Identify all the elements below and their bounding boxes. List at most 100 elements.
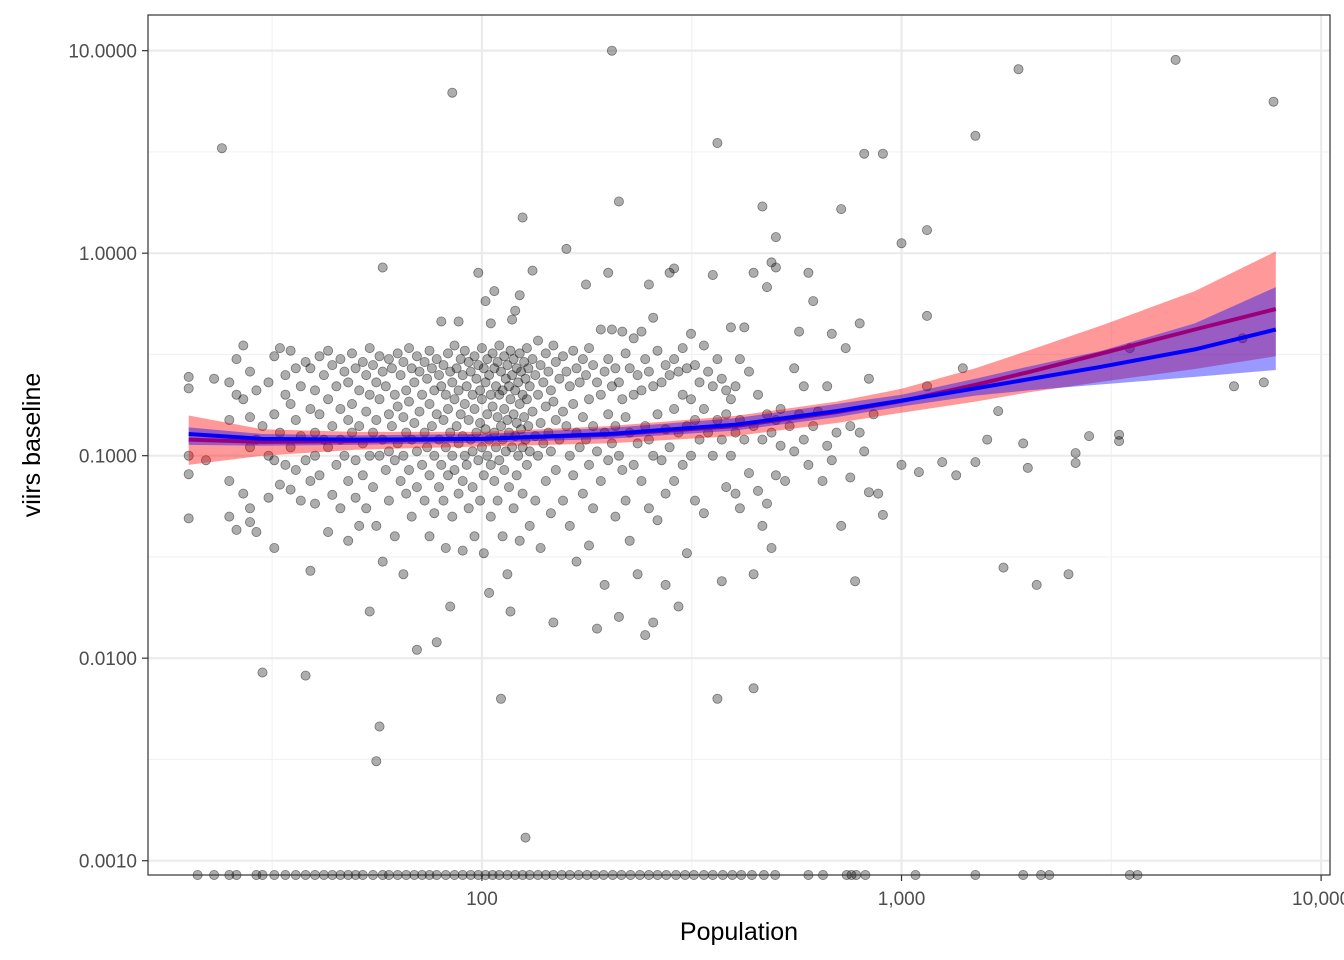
data-point <box>595 475 606 486</box>
data-point <box>564 381 575 392</box>
data-point <box>183 513 194 524</box>
data-point <box>770 232 781 243</box>
data-point <box>482 354 493 365</box>
data-point <box>507 370 518 381</box>
data-point <box>339 366 350 377</box>
data-point <box>318 370 329 381</box>
panel-border <box>147 14 1331 876</box>
data-point <box>463 356 474 367</box>
data-point <box>517 488 528 499</box>
data-point <box>1070 448 1081 459</box>
data-point <box>690 495 701 506</box>
data-point <box>561 243 572 254</box>
data-point <box>564 520 575 531</box>
data-point <box>305 403 316 414</box>
data-point <box>445 601 456 612</box>
data-point <box>789 363 800 374</box>
data-point <box>476 442 487 453</box>
data-point <box>343 414 354 425</box>
data-point <box>513 450 524 461</box>
data-point <box>290 464 301 475</box>
data-point <box>380 381 391 392</box>
data-point <box>533 389 544 400</box>
data-point <box>295 381 306 392</box>
data-point <box>652 515 663 526</box>
data-point <box>300 356 311 367</box>
data-point <box>231 389 242 400</box>
x-tick-label: 10,000 <box>1292 889 1344 910</box>
data-point <box>510 385 521 396</box>
data-point <box>545 385 556 396</box>
data-point <box>280 389 291 400</box>
data-point <box>469 531 480 542</box>
data-point <box>411 446 422 457</box>
data-point <box>993 406 1004 417</box>
y-tick-label: 0.1000 <box>79 447 137 468</box>
data-point <box>392 348 403 359</box>
data-point <box>354 385 365 396</box>
data-point <box>331 459 342 470</box>
data-point <box>998 562 1009 573</box>
data-point <box>617 326 628 337</box>
data-point <box>238 340 249 351</box>
data-point <box>516 424 527 435</box>
data-point <box>757 520 768 531</box>
data-point <box>577 412 588 423</box>
data-point <box>913 467 924 478</box>
data-point <box>295 495 306 506</box>
data-point <box>485 511 496 522</box>
data-point <box>690 360 701 371</box>
data-point <box>648 617 659 628</box>
data-point <box>620 495 631 506</box>
data-point <box>543 366 554 377</box>
data-point <box>309 498 320 509</box>
data-point <box>403 343 414 354</box>
data-point <box>694 434 705 445</box>
data-point <box>1063 569 1074 580</box>
data-point <box>660 579 671 590</box>
data-point <box>533 335 544 346</box>
data-point <box>417 389 428 400</box>
data-point <box>350 492 361 503</box>
data-point <box>877 148 888 159</box>
data-point <box>511 417 522 428</box>
data-point <box>497 385 508 396</box>
data-point <box>463 414 474 425</box>
data-point <box>606 438 617 449</box>
data-point <box>648 450 659 461</box>
x-axis-title: Population <box>680 918 798 946</box>
data-point <box>540 475 551 486</box>
data-point <box>822 381 833 392</box>
data-point <box>527 406 538 417</box>
data-point <box>339 450 350 461</box>
data-point <box>505 606 516 617</box>
data-point <box>660 488 671 499</box>
data-point <box>424 470 435 481</box>
data-point <box>377 262 388 273</box>
data-point <box>442 403 453 414</box>
data-point <box>584 459 595 470</box>
data-point <box>707 269 718 280</box>
data-point <box>584 343 595 354</box>
data-point <box>636 475 647 486</box>
data-point <box>364 389 375 400</box>
data-point <box>263 492 274 503</box>
data-point <box>514 348 525 359</box>
data-point <box>419 356 430 367</box>
data-point <box>224 511 235 522</box>
data-point <box>524 381 535 392</box>
data-point <box>524 520 535 531</box>
data-point <box>606 324 617 335</box>
data-point <box>516 366 527 377</box>
data-point <box>449 340 460 351</box>
data-point <box>517 442 528 453</box>
data-point <box>457 475 468 486</box>
data-point <box>664 267 675 278</box>
data-point <box>606 381 617 392</box>
data-point <box>664 370 675 381</box>
data-point <box>850 576 861 587</box>
data-point <box>269 455 280 466</box>
data-point <box>346 427 357 438</box>
data-point <box>398 356 409 367</box>
data-point <box>300 670 311 681</box>
